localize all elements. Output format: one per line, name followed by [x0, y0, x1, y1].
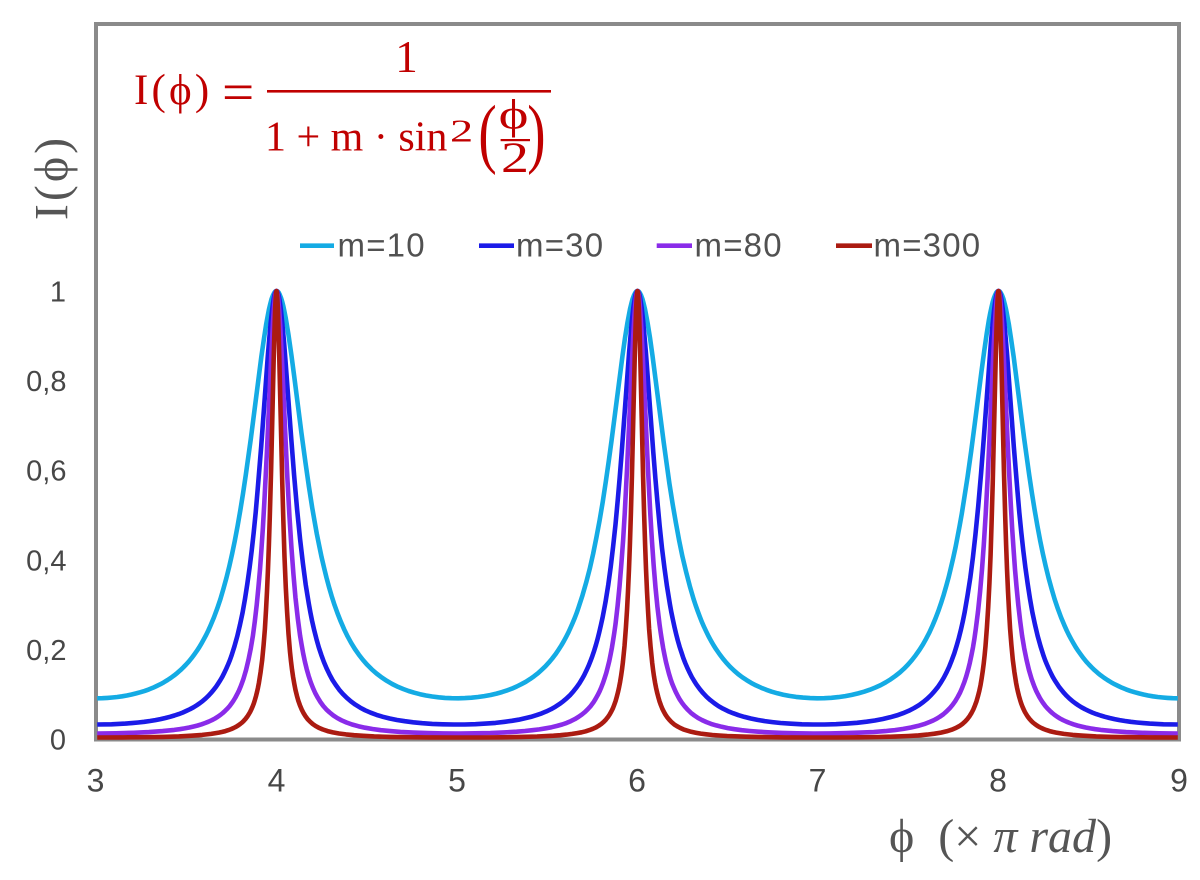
svg-text:9: 9 — [1170, 763, 1188, 799]
svg-text:m=300: m=300 — [874, 227, 982, 264]
svg-text:ϕ: ϕ — [499, 91, 529, 137]
svg-text:0,6: 0,6 — [26, 456, 66, 488]
svg-text:1 + m · sin: 1 + m · sin — [265, 115, 447, 161]
svg-text:4: 4 — [268, 763, 286, 799]
svg-text:7: 7 — [809, 763, 827, 799]
svg-text:8: 8 — [989, 763, 1007, 799]
svg-text:0,4: 0,4 — [26, 545, 66, 577]
svg-text:5: 5 — [448, 763, 466, 799]
svg-text:I(ϕ): I(ϕ) — [26, 135, 79, 220]
svg-text:ϕ (× π rad): ϕ (× π rad) — [889, 810, 1112, 863]
svg-text:m=10: m=10 — [338, 227, 426, 264]
svg-text:3: 3 — [87, 763, 105, 799]
svg-text:(: ( — [478, 89, 496, 175]
svg-text:0: 0 — [50, 725, 66, 757]
svg-text:): ) — [527, 89, 545, 175]
svg-text:2: 2 — [450, 113, 473, 149]
svg-text:2: 2 — [501, 134, 529, 181]
svg-text:6: 6 — [628, 763, 646, 799]
svg-text:1: 1 — [50, 277, 66, 309]
svg-text:m=30: m=30 — [516, 227, 604, 264]
svg-text:0,2: 0,2 — [26, 635, 66, 667]
svg-text:1: 1 — [395, 32, 418, 82]
svg-text:=: = — [222, 64, 254, 123]
svg-text:0,8: 0,8 — [26, 366, 66, 398]
svg-text:I(ϕ): I(ϕ) — [134, 67, 212, 114]
svg-text:m=80: m=80 — [695, 227, 783, 264]
